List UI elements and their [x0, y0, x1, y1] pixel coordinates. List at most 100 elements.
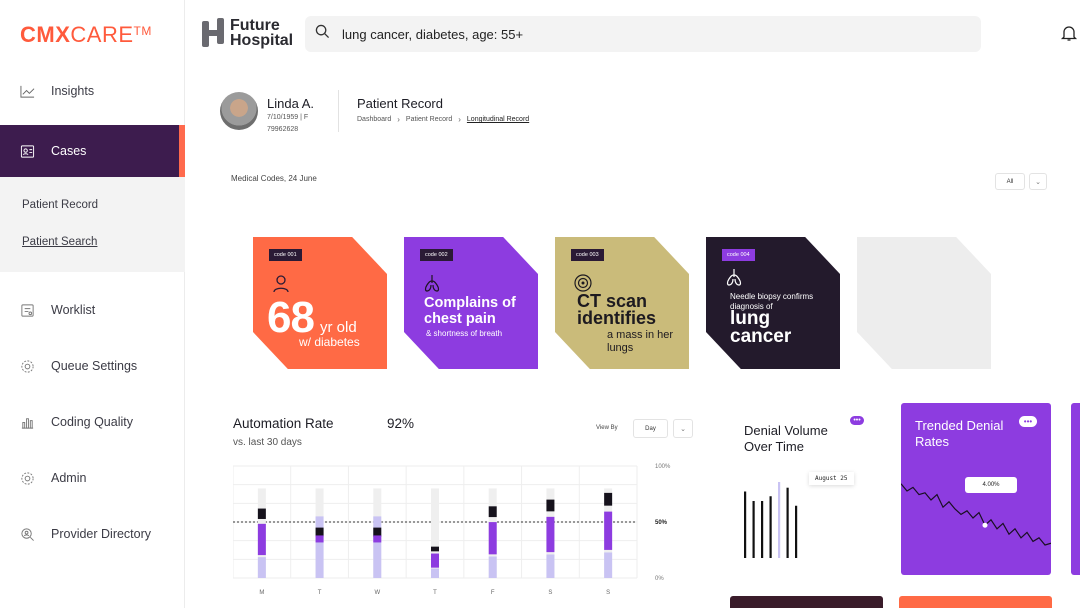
denial-volume-bar: [769, 496, 772, 558]
view-by-label: View By: [596, 425, 618, 431]
code-card-placeholder: [857, 237, 991, 369]
sidebar-item-label: Admin: [51, 471, 87, 485]
breadcrumb-dashboard[interactable]: Dashboard: [357, 116, 392, 123]
sidebar-item-label: Queue Settings: [51, 359, 138, 373]
search-bar[interactable]: [305, 16, 981, 52]
hospital-logo[interactable]: Future Hospital: [202, 17, 294, 49]
sidebar: CMXCARETM Insights Cases Patient Record …: [0, 0, 185, 608]
code-card-004[interactable]: code 004 Needle biopsy confirms diagnosi…: [706, 237, 840, 369]
bar-segment: [431, 568, 439, 578]
search-input[interactable]: [342, 26, 942, 42]
trended-denial-title: Trended Denial Rates: [915, 418, 1004, 449]
trended-denial-line: [901, 483, 1051, 546]
subnav-patient-search[interactable]: Patient Search: [22, 236, 98, 248]
bell-icon[interactable]: [1060, 24, 1078, 42]
denial-volume-chart: [744, 482, 798, 558]
search-icon[interactable]: [315, 24, 342, 44]
bar-segment: [604, 511, 613, 550]
bar-ghost: [431, 488, 439, 578]
breadcrumb-patient-record[interactable]: Patient Record: [405, 116, 453, 123]
bar-segment: [315, 527, 324, 537]
sidebar-item-queue-settings[interactable]: Queue Settings: [0, 340, 185, 392]
lungs-icon: [422, 273, 442, 293]
search-person-icon: [20, 527, 35, 542]
sidebar-item-worklist[interactable]: Worklist: [0, 284, 185, 336]
bar-segment: [546, 516, 555, 553]
sidebar-item-label: Provider Directory: [51, 527, 152, 541]
medical-codes-label: Medical Codes, 24 June: [231, 174, 317, 183]
bar-segment: [257, 508, 266, 519]
bar-segment: [604, 552, 613, 578]
bar-segment: [431, 553, 439, 568]
subnav-patient-record[interactable]: Patient Record: [22, 199, 99, 211]
bar-segment: [315, 516, 324, 578]
sidebar-item-label: Worklist: [51, 303, 96, 317]
next-card-peek[interactable]: [1071, 403, 1080, 575]
trended-denial-tooltip: 4.00%: [965, 477, 1017, 493]
sidebar-item-provider-directory[interactable]: Provider Directory: [0, 508, 185, 560]
bar-segment: [488, 556, 497, 578]
bar-segment: [488, 506, 497, 518]
hospital-logo-text: Future Hospital: [230, 17, 294, 49]
y-tick-label: 50%: [655, 520, 668, 526]
trended-denial-card[interactable]: Trended Denial Rates ••• 4.00%: [901, 403, 1051, 575]
code-card-003[interactable]: code 003 CT scan identifies a mass in he…: [555, 237, 689, 369]
gear-icon: [20, 359, 35, 374]
code-card-002[interactable]: code 002 Complains of chest pain & short…: [404, 237, 538, 369]
denial-volume-title: Denial Volume Over Time: [744, 423, 828, 454]
denial-volume-bar: [778, 482, 781, 558]
denial-volume-tooltip: August 25: [809, 472, 854, 485]
code-card-number: 68: [267, 293, 315, 342]
bar-segment: [546, 499, 555, 512]
y-tick-label: 0%: [655, 576, 664, 582]
denial-volume-bar: [761, 501, 764, 558]
chevron-down-icon[interactable]: ⌄: [673, 419, 693, 438]
patient-name: Linda A.: [267, 96, 314, 111]
x-tick-label: M: [259, 590, 264, 596]
code-card-headline: CT scan identifies: [577, 291, 657, 328]
bottom-card-2[interactable]: [899, 596, 1052, 608]
code-card-001[interactable]: code 001 68 yr old w/ diabetes: [253, 237, 387, 369]
sidebar-item-admin[interactable]: Admin: [0, 452, 185, 504]
id-card-icon: [20, 144, 35, 159]
view-by-select[interactable]: Day: [633, 419, 668, 438]
denial-volume-bar: [752, 501, 755, 558]
x-tick-label: S: [548, 590, 552, 596]
settings-icon: [20, 471, 35, 486]
bottom-card-1[interactable]: [730, 596, 883, 608]
sidebar-item-label: Insights: [51, 84, 95, 98]
sidebar-item-cases[interactable]: Cases: [0, 125, 185, 177]
patient-meta: 7/10/1959 | F 79962628: [267, 112, 335, 136]
hospital-logo-line2: Hospital: [230, 32, 294, 49]
patient-id: 79962628: [267, 126, 299, 133]
breadcrumb-longitudinal-record[interactable]: Longitudinal Record: [466, 116, 530, 123]
hospital-logo-line1: Future: [230, 17, 280, 34]
chevron-right-icon: ›: [397, 115, 400, 124]
automation-subtitle: vs. last 30 days: [233, 437, 302, 448]
more-options-icon[interactable]: •••: [850, 416, 864, 425]
code-card-sub: Needle biopsy confirms diagnosis of: [730, 292, 814, 311]
code-tag: code 002: [420, 249, 453, 261]
code-card-sub: a mass in her lungs: [607, 329, 674, 354]
bar-segment: [373, 516, 382, 578]
chevron-down-icon[interactable]: ⌄: [1029, 173, 1047, 190]
brand-logo[interactable]: CMXCARETM: [20, 22, 152, 48]
more-options-icon[interactable]: •••: [1019, 416, 1037, 427]
sidebar-item-insights[interactable]: Insights: [0, 65, 185, 117]
worklist-icon: [20, 303, 35, 318]
code-card-headline: Complains of chest pain: [424, 295, 516, 327]
hospital-logo-mark-icon: [202, 18, 224, 48]
automation-title: Automation Rate: [233, 416, 334, 431]
x-tick-label: S: [606, 590, 610, 596]
sidebar-item-coding-quality[interactable]: Coding Quality: [0, 396, 185, 448]
bar-segment: [604, 492, 613, 506]
x-tick-label: W: [374, 590, 380, 596]
trended-denial-chart: [901, 483, 1051, 546]
code-tag: code 004: [722, 249, 755, 261]
chart-line-icon: [20, 84, 35, 99]
codes-filter-select[interactable]: All: [995, 173, 1025, 190]
x-tick-label: F: [491, 590, 495, 596]
brand-name-light: CARE: [70, 22, 134, 47]
code-card-headline: lung cancer: [730, 308, 792, 347]
bar-chart-icon: [20, 415, 35, 430]
